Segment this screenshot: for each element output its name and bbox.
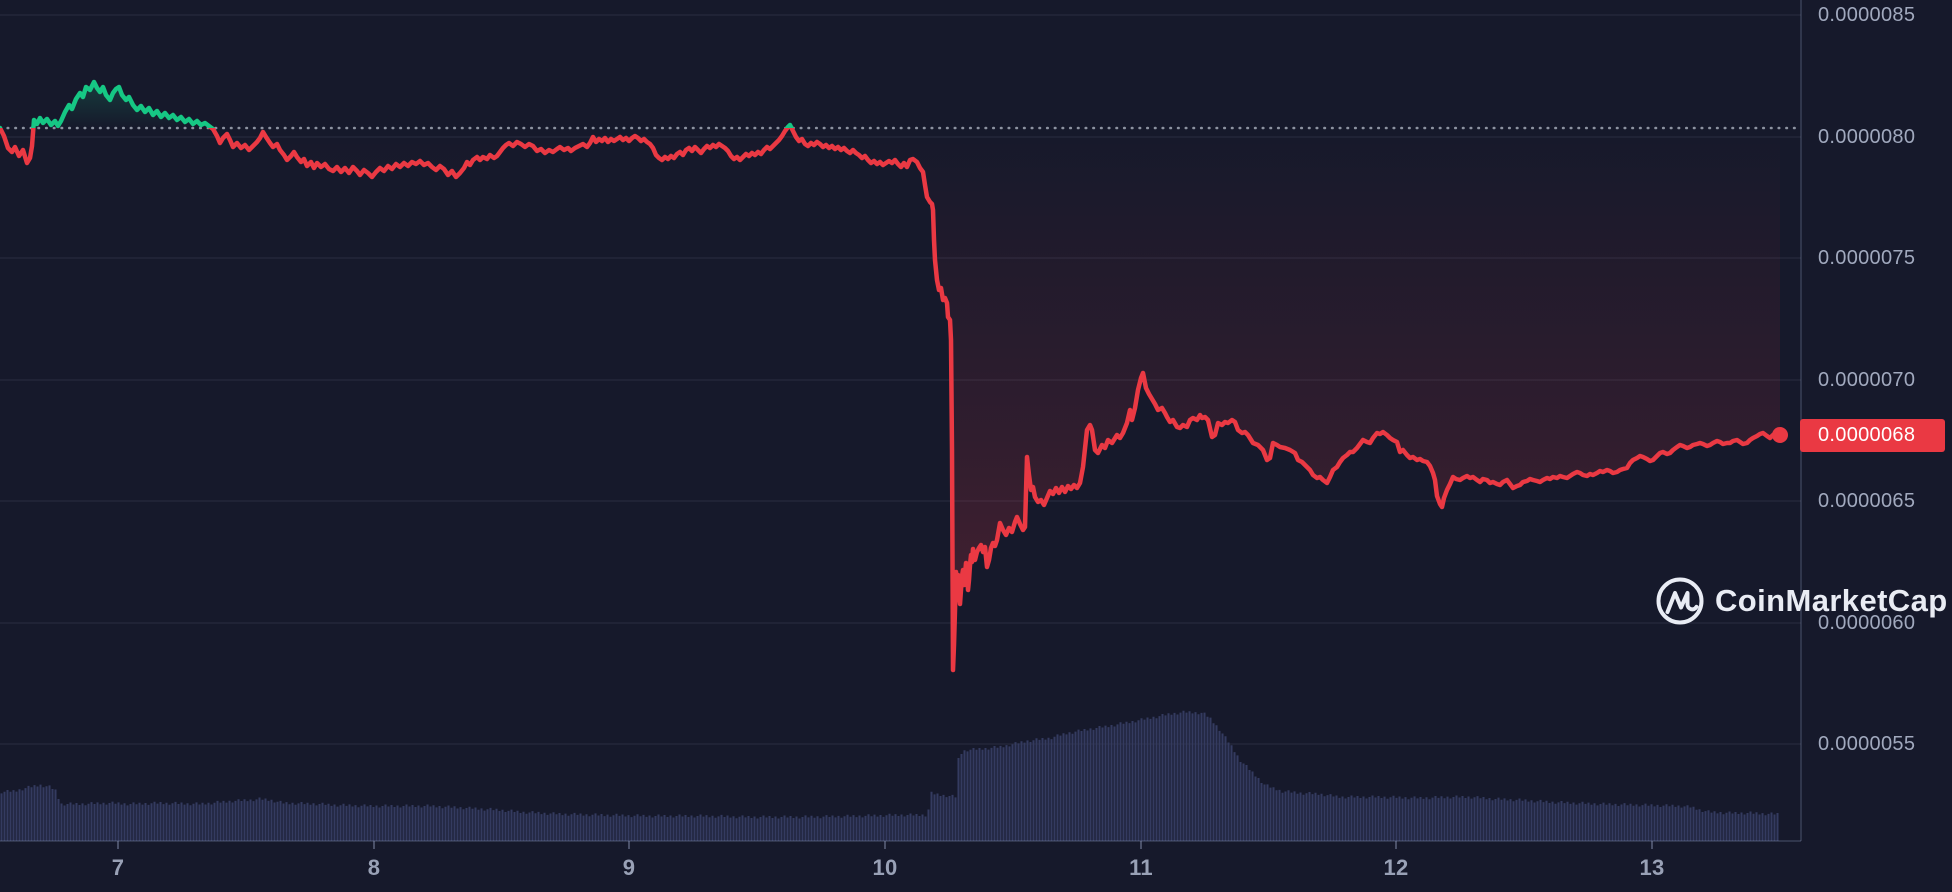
- x-axis-label: 10: [872, 855, 898, 880]
- x-axis-label: 8: [367, 855, 381, 880]
- current-price-badge: 0.0000068: [1800, 419, 1945, 452]
- x-axis-label: 11: [1129, 855, 1153, 880]
- x-axis-label: 13: [1639, 855, 1665, 880]
- area-fill-up: [0, 82, 1780, 128]
- volume-bars: [0, 710, 1779, 841]
- coinmarketcap-wordmark: CoinMarketCap: [1715, 583, 1948, 618]
- y-axis-label: 0.0000055: [1818, 733, 1916, 755]
- area-fill-down: [0, 128, 1780, 670]
- current-price-dot: [1772, 427, 1788, 443]
- current-price-value: 0.0000068: [1818, 424, 1916, 446]
- y-axis-label: 0.0000075: [1818, 247, 1916, 269]
- y-axis-label: 0.0000060: [1818, 612, 1916, 634]
- coinmarketcap-logo-icon: [1656, 577, 1704, 625]
- coinmarketcap-watermark: CoinMarketCap: [1654, 572, 1948, 630]
- x-axis-label: 9: [622, 855, 636, 880]
- y-axis-label: 0.0000085: [1818, 4, 1916, 26]
- x-axis-label: 7: [111, 855, 125, 880]
- y-axis-label: 0.0000070: [1818, 369, 1916, 391]
- y-axis-label: 0.0000080: [1818, 126, 1916, 148]
- x-axis-label: 12: [1383, 855, 1409, 880]
- price-line-down: [0, 128, 1783, 673]
- y-axis-label: 0.0000065: [1818, 490, 1916, 512]
